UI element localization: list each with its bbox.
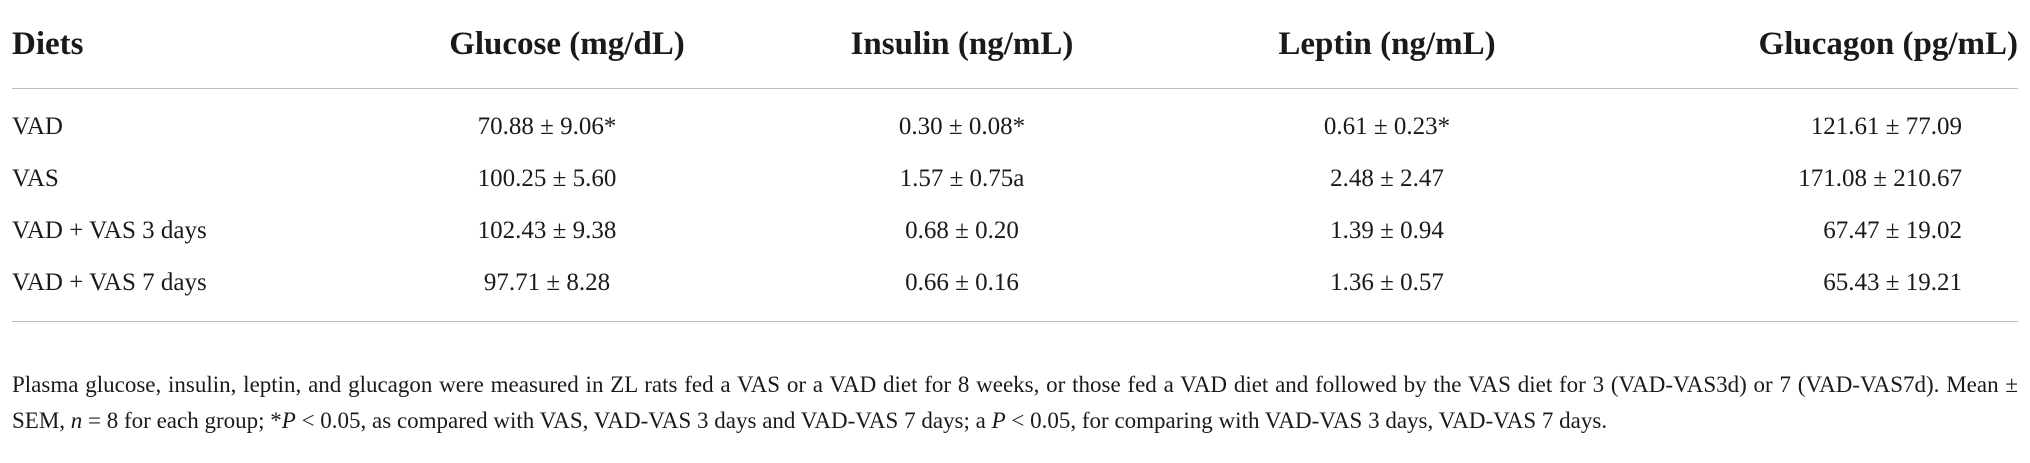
footnote-text: Plasma glucose, insulin, leptin, and glu… bbox=[12, 372, 2018, 433]
cell-insulin: 0.68 ± 0.20 bbox=[905, 217, 1019, 244]
footnote-p-symbol: P bbox=[991, 408, 1006, 433]
footnote-text: < 0.05, as compared with VAS, VAD-VAS 3 … bbox=[295, 408, 992, 433]
footnote-n: n bbox=[70, 408, 83, 433]
cell-glucagon: 67.47 ± 19.02 bbox=[1823, 217, 1962, 244]
table-header: Diets Glucose (mg/dL) Insulin (ng/mL) Le… bbox=[12, 0, 2018, 89]
table-row: VAD 70.88 ± 9.06* 0.30 ± 0.08* 0.61 ± 0.… bbox=[12, 89, 2018, 154]
header-insulin: Insulin (ng/mL) bbox=[752, 0, 1172, 89]
cell-glucagon: 65.43 ± 19.21 bbox=[1823, 269, 1962, 296]
table-row: VAS 100.25 ± 5.60 1.57 ± 0.75a 2.48 ± 2.… bbox=[12, 153, 2018, 205]
header-glucagon: Glucagon (pg/mL) bbox=[1602, 0, 2018, 89]
table-row: VAD + VAS 3 days 102.43 ± 9.38 0.68 ± 0.… bbox=[12, 205, 2018, 257]
cell-diet: VAS bbox=[12, 165, 59, 192]
table-footnote: Plasma glucose, insulin, leptin, and glu… bbox=[12, 367, 2018, 439]
table-body: VAD 70.88 ± 9.06* 0.30 ± 0.08* 0.61 ± 0.… bbox=[12, 89, 2018, 322]
cell-diet: VAD + VAS 3 days bbox=[12, 217, 207, 244]
data-table: Diets Glucose (mg/dL) Insulin (ng/mL) Le… bbox=[12, 0, 2018, 322]
footnote-text: < 0.05, for comparing with VAD-VAS 3 day… bbox=[1005, 408, 1608, 433]
cell-leptin: 2.48 ± 2.47 bbox=[1330, 165, 1444, 192]
cell-diet: VAD + VAS 7 days bbox=[12, 269, 207, 296]
cell-leptin: 1.39 ± 0.94 bbox=[1330, 217, 1444, 244]
footnote-p-symbol: P bbox=[281, 408, 296, 433]
cell-glucose: 100.25 ± 5.60 bbox=[477, 165, 617, 192]
cell-leptin: 1.36 ± 0.57 bbox=[1330, 269, 1444, 296]
cell-glucose: 102.43 ± 9.38 bbox=[477, 217, 617, 244]
cell-glucose: 97.71 ± 8.28 bbox=[483, 269, 611, 296]
cell-insulin: 1.57 ± 0.75a bbox=[899, 165, 1025, 192]
footnote-text: = 8 for each group; * bbox=[82, 408, 282, 433]
header-leptin: Leptin (ng/mL) bbox=[1172, 0, 1602, 89]
table-row: VAD + VAS 7 days 97.71 ± 8.28 0.66 ± 0.1… bbox=[12, 257, 2018, 322]
cell-insulin: 0.30 ± 0.08* bbox=[898, 113, 1026, 140]
header-row: Diets Glucose (mg/dL) Insulin (ng/mL) Le… bbox=[12, 0, 2018, 89]
cell-glucose: 70.88 ± 9.06* bbox=[477, 113, 617, 140]
header-glucose: Glucose (mg/dL) bbox=[342, 0, 752, 89]
cell-glucagon: 171.08 ± 210.67 bbox=[1798, 165, 1962, 192]
cell-diet: VAD bbox=[12, 113, 63, 140]
header-diets: Diets bbox=[12, 0, 342, 89]
cell-insulin: 0.66 ± 0.16 bbox=[905, 269, 1019, 296]
cell-glucagon: 121.61 ± 77.09 bbox=[1810, 113, 1962, 140]
cell-leptin: 0.61 ± 0.23* bbox=[1323, 113, 1451, 140]
